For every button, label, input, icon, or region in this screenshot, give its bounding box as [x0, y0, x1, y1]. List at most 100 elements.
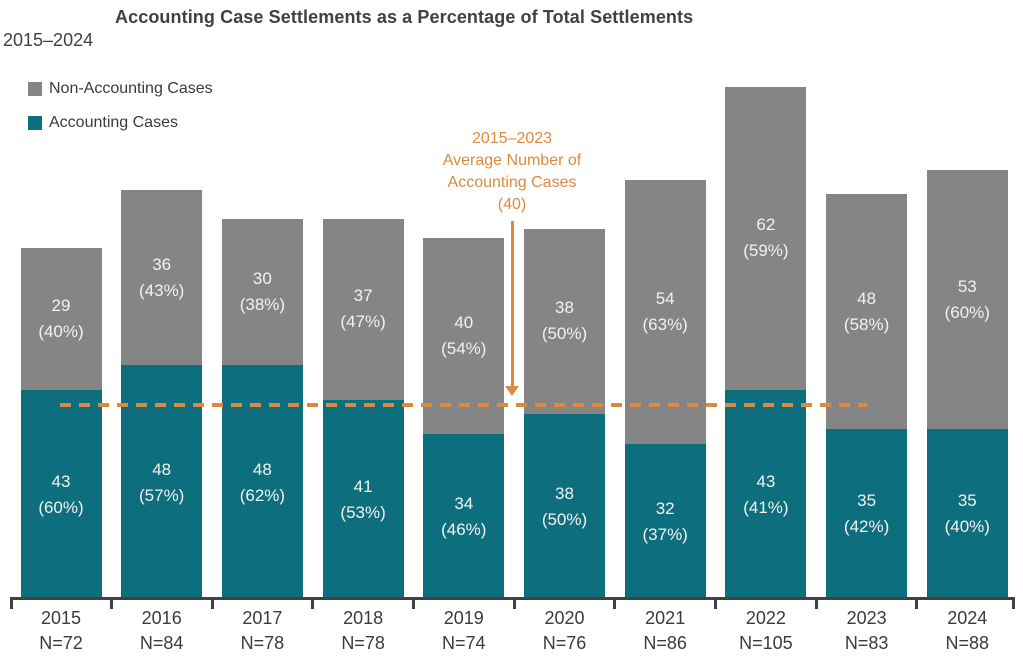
bar-2022-accounting-segment: 43 (41%) — [725, 389, 807, 600]
bar-value-label: 35 — [857, 491, 877, 511]
bar-value-label: 38 — [555, 298, 574, 318]
year-label: 2019 — [443, 608, 484, 628]
n-count-label: N=105 — [739, 633, 793, 653]
bar-2023-non-accounting-segment: 48 (58%) — [826, 194, 908, 429]
bar-percent-label: (53%) — [340, 502, 386, 522]
bar-percent-label: (62%) — [239, 485, 286, 505]
annotation-arrow-head-icon — [505, 386, 519, 396]
year-label: 2023 — [846, 608, 887, 628]
year-label: 2024 — [947, 608, 988, 628]
bar-2021-accounting-segment: 32 (37%) — [624, 443, 706, 600]
x-label-2018: 2018 N=78 — [313, 606, 413, 656]
bar-value-label: 43 — [756, 471, 776, 491]
x-label-2024: 2024 N=88 — [917, 606, 1017, 656]
bar-percent-label: (50%) — [541, 510, 588, 530]
bar-value-label: 34 — [454, 493, 474, 513]
bar-value-label: 54 — [655, 288, 675, 308]
bar-2016-accounting-segment: 48 (57%) — [121, 365, 203, 600]
legend-item-non-accounting: Non-Accounting Cases — [28, 80, 213, 97]
bar-value-label: 62 — [756, 215, 776, 235]
bar-value-label: 36 — [152, 254, 172, 274]
bar-value-label: 48 — [252, 459, 272, 479]
bar-percent-label: (46%) — [441, 519, 487, 539]
bar-value-label: 35 — [957, 491, 977, 511]
x-label-2017: 2017 N=78 — [212, 606, 312, 656]
n-count-label: N=83 — [844, 633, 889, 653]
annotation-line: (40) — [497, 196, 527, 213]
annotation-line: 2015–2023 — [471, 130, 553, 147]
bar-2020-accounting-segment: 38 (50%) — [524, 414, 605, 600]
tick-mark — [210, 597, 214, 609]
legend-label-accounting: Accounting Cases — [49, 114, 178, 131]
bar-2022-non-accounting-segment: 62 (59%) — [725, 86, 807, 390]
bar-2023-accounting-segment: 35 (42%) — [826, 428, 908, 600]
bar-percent-label: (58%) — [843, 314, 890, 334]
n-count-label: N=76 — [542, 633, 587, 653]
tick-mark — [714, 597, 718, 609]
chart-title: Accounting Case Settlements as a Percent… — [115, 7, 694, 27]
year-label: 2021 — [645, 608, 686, 628]
average-annotation: 2015–2023 Average Number of Accounting C… — [402, 128, 622, 216]
bar-percent-label: (40%) — [38, 322, 84, 342]
bar-2016-non-accounting-segment: 36 (43%) — [121, 189, 203, 366]
bar-percent-label: (41%) — [743, 497, 789, 517]
bar-value-label: 48 — [857, 288, 877, 308]
tick-mark — [411, 597, 415, 609]
year-label: 2022 — [745, 608, 786, 628]
x-label-2016: 2016 N=84 — [112, 606, 212, 656]
annotation-line: Average Number of — [442, 152, 582, 169]
bar-2018-non-accounting-segment: 37 (47%) — [322, 218, 404, 400]
tick-mark — [10, 597, 13, 609]
tick-mark — [109, 597, 113, 609]
n-count-label: N=88 — [945, 633, 990, 653]
bar-percent-label: (43%) — [139, 280, 185, 300]
tick-mark — [613, 597, 617, 609]
legend: Non-Accounting Cases Accounting Cases — [28, 80, 213, 149]
n-count-label: N=74 — [442, 633, 486, 653]
bar-2020-non-accounting-segment: 38 (50%) — [524, 228, 605, 415]
chart-subtitle: 2015–2024 — [3, 30, 94, 50]
bar-value-label: 30 — [252, 269, 272, 289]
n-count-label: N=84 — [139, 633, 184, 653]
bar-2019-accounting-segment: 34 (46%) — [423, 433, 505, 600]
bar-percent-label: (38%) — [239, 295, 286, 315]
year-label: 2018 — [343, 608, 384, 628]
bar-value-label: 38 — [555, 484, 574, 504]
year-label: 2015 — [40, 608, 82, 628]
bar-value-label: 41 — [353, 476, 373, 496]
bar-2017-non-accounting-segment: 30 (38%) — [221, 218, 303, 366]
tick-mark — [512, 597, 516, 609]
bar-2024-accounting-segment: 35 (40%) — [926, 428, 1008, 600]
average-dashed-line — [60, 402, 867, 407]
legend-swatch-accounting-icon — [28, 116, 42, 130]
tick-mark — [814, 597, 818, 609]
bar-value-label: 29 — [51, 296, 71, 316]
bar-percent-label: (60%) — [38, 497, 84, 517]
legend-label-non-accounting: Non-Accounting Cases — [49, 80, 213, 97]
tick-mark — [1012, 597, 1015, 609]
x-label-2019: 2019 N=74 — [414, 606, 514, 656]
bar-percent-label: (57%) — [139, 485, 185, 505]
bar-2017-accounting-segment: 48 (62%) — [221, 365, 303, 600]
n-count-label: N=78 — [341, 633, 385, 653]
x-axis-line — [10, 597, 1015, 600]
bar-value-label: 40 — [454, 313, 474, 333]
tick-mark — [915, 597, 919, 609]
legend-item-accounting: Accounting Cases — [28, 114, 213, 131]
x-label-2022: 2022 N=105 — [716, 606, 816, 656]
bar-percent-label: (59%) — [743, 241, 789, 261]
annotation-line: Accounting Cases — [447, 174, 577, 191]
bar-2024-non-accounting-segment: 53 (60%) — [926, 170, 1008, 429]
bar-2018-accounting-segment: 41 (53%) — [322, 399, 404, 600]
bar-2019-non-accounting-segment: 40 (54%) — [423, 238, 505, 434]
n-count-label: N=78 — [240, 633, 285, 653]
bar-2015-non-accounting-segment: 29 (40%) — [20, 248, 102, 390]
bar-percent-label: (37%) — [642, 524, 688, 544]
x-label-2023: 2023 N=83 — [817, 606, 917, 656]
x-label-2020: 2020 N=76 — [515, 606, 615, 656]
bar-2021-non-accounting-segment: 54 (63%) — [624, 179, 706, 444]
bar-2015-accounting-segment: 43 (60%) — [20, 389, 102, 600]
bar-value-label: 53 — [957, 276, 977, 296]
annotation-arrow-shaft — [511, 221, 514, 388]
